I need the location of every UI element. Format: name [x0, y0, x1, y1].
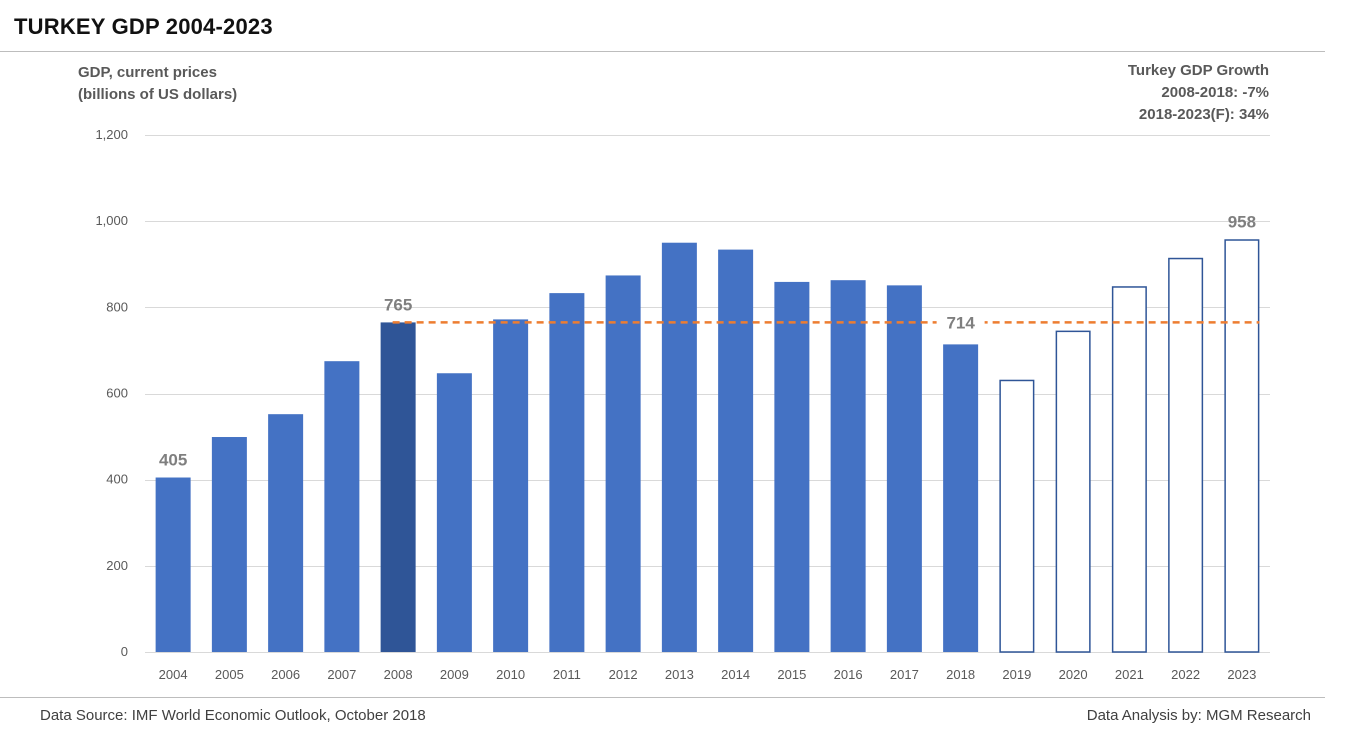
x-tick-label: 2014: [721, 667, 750, 682]
x-tick-label: 2023: [1227, 667, 1256, 682]
y-tick-label: 600: [106, 386, 128, 401]
bar-2014: [718, 249, 754, 652]
y-axis-label: GDP, current prices (billions of US doll…: [78, 62, 237, 106]
title-divider: [0, 51, 1325, 52]
x-tick-label: 2016: [834, 667, 863, 682]
bar-2021: [1111, 286, 1147, 653]
bar-2019: [999, 379, 1035, 653]
y-tick-label: 1,000: [95, 213, 128, 228]
bar-2011: [549, 293, 585, 652]
y-tick-label: 800: [106, 299, 128, 314]
data-labels: 714 405 765 958: [159, 212, 1256, 469]
x-tick-label: 2018: [946, 667, 975, 682]
x-tick-label: 2019: [1002, 667, 1031, 682]
bar-2009: [436, 373, 472, 652]
chart-title: TURKEY GDP 2004-2023: [14, 14, 273, 39]
y-axis-label-line1: GDP, current prices: [78, 64, 217, 81]
footer-divider: [0, 697, 1325, 698]
bar-2013: [661, 242, 697, 653]
y-tick-label: 1,200: [95, 127, 128, 142]
bar-2005: [211, 437, 247, 652]
data-analysis-credit: Data Analysis by: MGM Research: [1086, 707, 1311, 724]
y-tick-label: 200: [106, 558, 128, 573]
reference-line-label: 714: [946, 313, 975, 332]
x-tick-label: 2022: [1171, 667, 1200, 682]
y-tick-labels: 0 200 400 600 800 1,000 1,200: [95, 127, 128, 659]
x-tick-label: 2006: [271, 667, 300, 682]
bar-2018: [943, 344, 979, 652]
bar-2008: [380, 322, 416, 652]
x-tick-label: 2007: [327, 667, 356, 682]
x-tick-label: 2015: [777, 667, 806, 682]
data-label-2004: 405: [159, 451, 187, 470]
x-tick-label: 2009: [440, 667, 469, 682]
x-tick-label: 2017: [890, 667, 919, 682]
x-tick-label: 2012: [609, 667, 638, 682]
bar-2006: [268, 414, 304, 652]
bar-2020: [1055, 330, 1091, 653]
bar-2007: [324, 361, 360, 652]
bar-2022: [1168, 257, 1204, 653]
x-tick-label: 2010: [496, 667, 525, 682]
y-tick-label: 400: [106, 472, 128, 487]
y-tick-label: 0: [121, 644, 128, 659]
bar-2023: [1224, 239, 1260, 653]
reference-label-background: [936, 310, 985, 335]
bar-2004: [155, 477, 191, 652]
x-tick-label: 2013: [665, 667, 694, 682]
data-label-2023: 958: [1228, 212, 1256, 231]
growth-2018-2023: 2018-2023(F): 34%: [1138, 106, 1269, 123]
gridlines: [145, 135, 1270, 653]
data-source: Data Source: IMF World Economic Outlook,…: [40, 707, 426, 724]
x-tick-label: 2021: [1115, 667, 1144, 682]
x-tick-label: 2004: [159, 667, 188, 682]
bar-2012: [605, 275, 641, 652]
x-tick-label: 2020: [1059, 667, 1088, 682]
x-tick-label: 2005: [215, 667, 244, 682]
x-tick-label: 2008: [384, 667, 413, 682]
bars: [155, 239, 1260, 653]
data-label-2008: 765: [384, 295, 412, 314]
bar-2017: [886, 285, 922, 652]
growth-2008-2018: 2008-2018: -7%: [1161, 84, 1269, 101]
x-tick-labels: 2004 2005 2006 2007 2008 2009 2010 2011 2012 2013…: [159, 667, 1257, 682]
bar-2010: [493, 319, 529, 652]
bar-2016: [830, 280, 866, 652]
growth-heading: Turkey GDP Growth: [1127, 62, 1269, 79]
x-tick-label: 2011: [553, 667, 581, 682]
bar-2015: [774, 281, 810, 652]
y-axis-label-line2: (billions of US dollars): [78, 86, 238, 103]
growth-summary: Turkey GDP Growth 2008-2018: -7% 2018-20…: [1128, 60, 1269, 126]
